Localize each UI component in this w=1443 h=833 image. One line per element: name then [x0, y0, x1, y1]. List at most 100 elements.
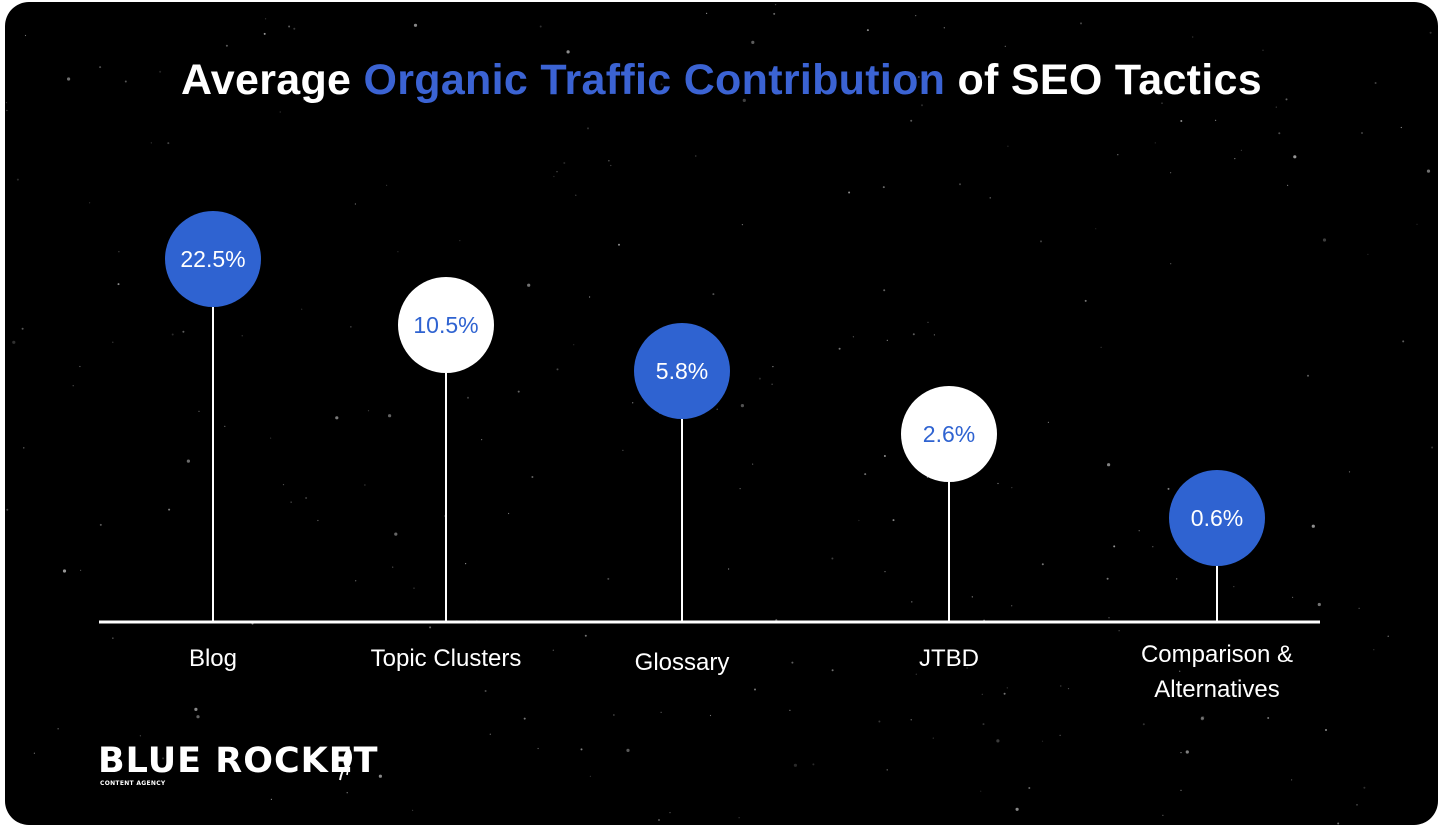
star: [117, 283, 120, 286]
star: [669, 812, 671, 814]
star: [1363, 786, 1366, 789]
star: [892, 519, 895, 522]
star: [167, 142, 170, 145]
lollipop-marker: [165, 211, 261, 307]
star: [6, 109, 8, 112]
star: [263, 32, 266, 35]
star: [16, 178, 19, 181]
star: [775, 4, 777, 6]
star: [1233, 586, 1235, 588]
star: [481, 439, 483, 441]
star: [293, 27, 296, 30]
star: [573, 344, 575, 346]
star: [1154, 142, 1156, 144]
star: [1285, 98, 1288, 101]
star: [1192, 36, 1194, 38]
star: [1006, 687, 1008, 689]
star: [1015, 807, 1019, 811]
star: [1374, 82, 1377, 84]
star: [282, 484, 285, 486]
star: [517, 390, 520, 393]
star: [12, 340, 16, 344]
star: [1275, 106, 1277, 108]
star: [537, 747, 539, 750]
star: [622, 449, 624, 451]
star: [1317, 602, 1321, 607]
star: [1108, 617, 1110, 619]
star: [610, 164, 612, 167]
star: [912, 333, 915, 336]
star: [587, 127, 589, 130]
star: [607, 577, 610, 580]
star: [589, 296, 591, 298]
star: [915, 673, 917, 675]
star: [1361, 132, 1363, 134]
star: [740, 404, 745, 408]
star: [225, 44, 228, 47]
star: [878, 720, 881, 723]
star: [618, 243, 620, 246]
star: [712, 293, 715, 296]
title-prefix: Average: [181, 56, 364, 104]
star: [303, 98, 306, 101]
star: [194, 707, 198, 712]
star: [789, 709, 791, 711]
star: [1004, 45, 1006, 47]
star: [1367, 253, 1369, 255]
star: [997, 482, 999, 485]
category-label: Comparison &: [1141, 641, 1293, 668]
star: [886, 339, 888, 341]
star: [459, 240, 461, 242]
star: [270, 437, 272, 439]
data-label: 22.5%: [180, 246, 245, 272]
star: [882, 186, 885, 189]
star: [112, 637, 114, 639]
star: [1400, 126, 1402, 129]
star: [1113, 545, 1116, 548]
star: [1011, 487, 1013, 489]
lollipop-chart: 22.5% Blog 10.5% Topic Clusters 5.8% Glossary…: [99, 211, 1320, 703]
star: [1292, 596, 1294, 599]
star: [1167, 487, 1170, 490]
star: [910, 119, 913, 122]
star: [350, 326, 352, 328]
star: [1152, 546, 1154, 548]
star: [852, 336, 855, 338]
star: [467, 396, 469, 399]
star: [1356, 804, 1358, 806]
star: [1429, 31, 1432, 34]
star: [773, 12, 776, 15]
star: [1028, 787, 1031, 789]
star: [556, 368, 559, 371]
star: [1041, 563, 1044, 566]
star: [1267, 717, 1270, 719]
star: [580, 748, 583, 751]
star: [1003, 692, 1006, 695]
star: [5, 102, 8, 104]
star: [367, 410, 370, 412]
star: [1080, 22, 1082, 25]
star: [1287, 184, 1289, 186]
star: [290, 501, 292, 503]
star: [864, 473, 867, 476]
star: [1358, 607, 1360, 609]
star: [162, 757, 165, 760]
star: [413, 587, 415, 589]
star: [608, 160, 610, 162]
star: [1293, 155, 1297, 159]
star: [959, 183, 961, 186]
star: [754, 688, 756, 691]
star: [741, 224, 744, 226]
star: [355, 580, 357, 582]
star: [1047, 421, 1049, 423]
star: [1067, 688, 1070, 690]
star: [118, 251, 120, 253]
star: [112, 341, 114, 343]
star: [1118, 630, 1120, 632]
star: [793, 763, 798, 767]
star: [728, 568, 730, 570]
star: [198, 410, 200, 412]
star: [932, 737, 934, 739]
star: [971, 596, 973, 598]
star: [465, 563, 467, 565]
